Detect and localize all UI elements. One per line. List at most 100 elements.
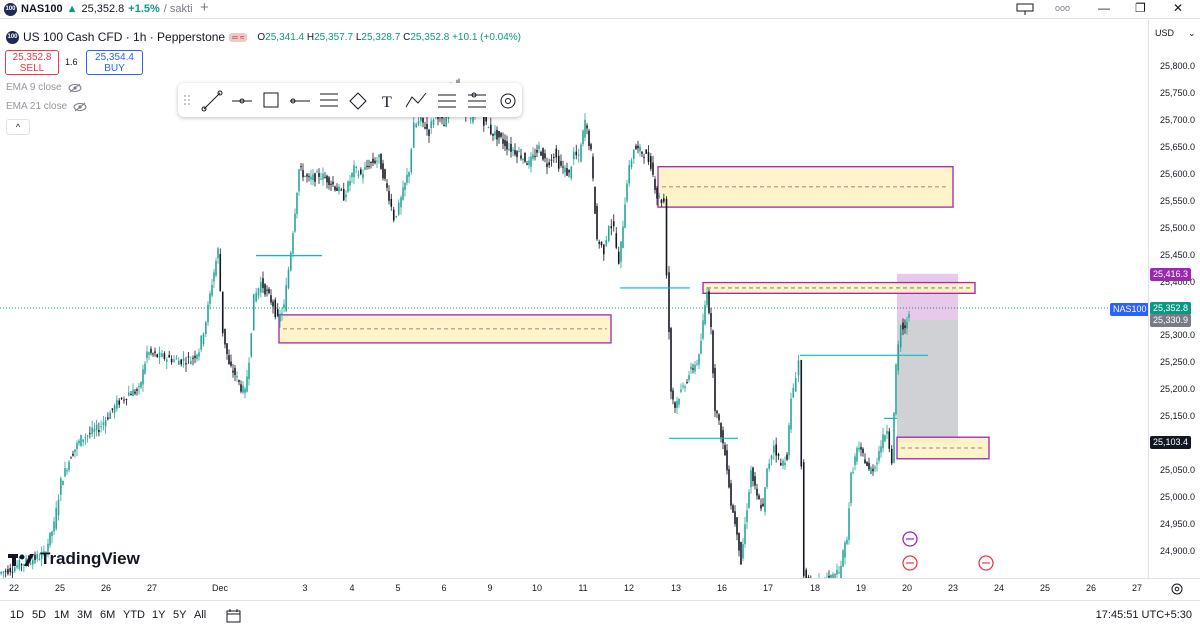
candle — [496, 129, 498, 140]
calendar-goto-icon[interactable] — [226, 608, 242, 624]
time-axis[interactable]: 22 25 26 27 Dec 3 4 5 6 9 10 11 12 13 16 17 18 19 20 23 24 25… — [0, 578, 1200, 599]
time-tick-label: 25 — [1039, 583, 1051, 593]
restore-button[interactable]: ❐ — [1135, 1, 1146, 15]
close-button[interactable]: ✕ — [1173, 1, 1184, 15]
horizontal-line-icon[interactable] — [290, 98, 310, 104]
projection-icon[interactable] — [405, 92, 427, 108]
candle — [665, 198, 668, 276]
long-position-icon[interactable] — [438, 94, 456, 108]
candle — [870, 467, 872, 475]
candle — [326, 175, 328, 183]
candle — [322, 173, 324, 180]
timeframe-button-all[interactable]: All — [194, 609, 207, 621]
candle — [708, 291, 710, 313]
price-chart[interactable] — [0, 20, 1148, 578]
candle — [230, 361, 232, 366]
eye-hidden-icon[interactable] — [68, 83, 82, 93]
eye-hidden-icon[interactable] — [73, 102, 87, 112]
candle — [308, 175, 310, 177]
chart-pane[interactable] — [0, 20, 1148, 578]
timeframe-button-1y[interactable]: 1Y — [152, 609, 166, 621]
indicator-ema9[interactable]: EMA 9 close — [6, 82, 82, 93]
timeframe-button-ytd[interactable]: YTD — [123, 609, 145, 621]
timeframe-button-5y[interactable]: 5Y — [173, 609, 187, 621]
sell-button[interactable]: 25,352.8 SELL — [5, 50, 59, 75]
candle — [607, 226, 610, 242]
candle — [120, 397, 123, 399]
candle — [842, 550, 844, 567]
candle — [498, 131, 500, 138]
candle — [790, 398, 792, 430]
clock[interactable]: 17:45:51 UTC+5:30 — [1095, 609, 1192, 621]
drag-handle-icon[interactable] — [184, 95, 190, 105]
candle — [118, 400, 120, 405]
candle — [200, 335, 202, 350]
layout-icon[interactable] — [1015, 2, 1035, 16]
candle — [384, 169, 386, 179]
timeframe-button-5d[interactable]: 5D — [32, 609, 47, 621]
candle — [228, 355, 230, 365]
chart-title[interactable]: US 100 Cash CFD · 1h · Pepperstone — [23, 30, 226, 44]
candle — [784, 462, 786, 466]
horizontal-ray-icon[interactable] — [232, 98, 252, 104]
candle — [540, 151, 542, 156]
candle — [330, 183, 332, 185]
candle — [264, 284, 266, 295]
price-tick-label: 25,450.0 — [1159, 249, 1195, 260]
price-axis[interactable]: 25,800.0 25,750.0 25,700.0 25,650.0 25,600.0… — [1148, 20, 1200, 578]
candle — [702, 320, 704, 339]
new-tab-button[interactable]: + — [200, 0, 209, 16]
candle — [485, 116, 487, 122]
collapse-legend-button[interactable]: ^ — [6, 119, 30, 135]
buy-button[interactable]: 25,354.4 BUY — [86, 50, 143, 75]
candle — [738, 532, 740, 551]
path-icon[interactable] — [349, 92, 367, 110]
symbol-tab[interactable]: 100 NAS100 ▲ 25,352.8 +1.5% / sakti — [4, 1, 193, 17]
time-tick-label: 19 — [855, 583, 867, 593]
candle — [351, 172, 353, 178]
candle — [347, 181, 349, 192]
candle — [213, 272, 215, 282]
trend-line-icon[interactable] — [201, 90, 223, 112]
candle — [340, 189, 343, 191]
indicator-ema21[interactable]: EMA 21 close — [6, 101, 87, 112]
settings-circle-icon[interactable] — [500, 93, 516, 109]
gear-icon[interactable] — [1170, 582, 1184, 596]
candle — [349, 181, 351, 186]
timeframe-button-1m[interactable]: 1M — [54, 609, 70, 621]
candle — [417, 121, 420, 125]
indicator-label: EMA 9 close — [6, 82, 62, 93]
candle — [788, 425, 790, 456]
text-icon[interactable]: T — [382, 94, 392, 111]
candle — [45, 553, 47, 555]
timeframe-button-1d[interactable]: 1D — [10, 609, 25, 621]
candle — [0, 571, 2, 574]
rectangle-icon[interactable] — [263, 92, 279, 108]
timeframe-button-3m[interactable]: 3M — [77, 609, 93, 621]
candle — [318, 173, 320, 177]
candle — [332, 181, 334, 185]
candle — [760, 504, 762, 509]
timeframe-button-6m[interactable]: 6M — [100, 609, 116, 621]
time-tick-label: Dec — [211, 583, 229, 593]
price-tick-label: 25,050.0 — [1159, 465, 1195, 476]
candle — [302, 170, 304, 178]
more-icon[interactable]: ooo — [1055, 3, 1071, 13]
candle — [718, 414, 720, 421]
candle — [345, 194, 347, 198]
candle — [163, 353, 166, 359]
candle — [152, 353, 154, 355]
candle — [192, 357, 194, 359]
price-badge: 25,416.3 — [1150, 267, 1192, 281]
candle — [797, 360, 800, 376]
candle — [219, 254, 222, 292]
candle — [852, 471, 854, 473]
candle — [676, 400, 678, 408]
short-position-icon[interactable] — [468, 92, 486, 108]
time-tick-label: 23 — [947, 583, 959, 593]
candle — [524, 152, 526, 162]
minimize-button[interactable]: — — [1098, 1, 1110, 15]
candle — [854, 456, 856, 466]
candle — [740, 542, 742, 565]
fib-retracement-icon[interactable] — [320, 93, 338, 107]
